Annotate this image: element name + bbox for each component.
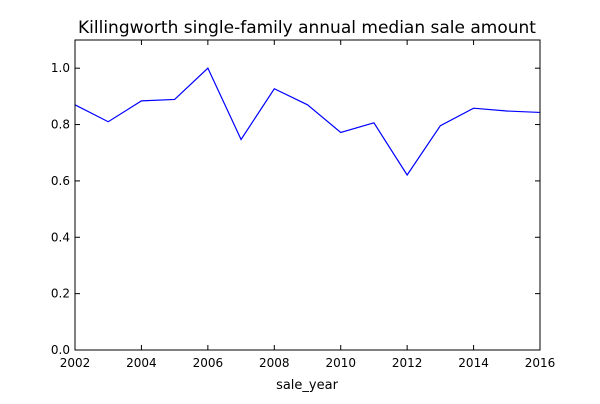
x-tick-label: 2004 <box>126 356 157 370</box>
y-tick-label: 1.0 <box>51 61 70 75</box>
y-tick-label: 0.6 <box>51 174 70 188</box>
x-tick-label: 2006 <box>193 356 224 370</box>
x-tick-label: 2014 <box>458 356 489 370</box>
series-line-0 <box>74 67 541 177</box>
x-tick-label: 2010 <box>325 356 356 370</box>
x-tick-label: 2012 <box>392 356 423 370</box>
y-tick-label: 0.4 <box>51 230 70 244</box>
plot-area <box>74 67 541 177</box>
y-tick-label: 0.2 <box>51 287 70 301</box>
x-tick-label: 2008 <box>259 356 290 370</box>
x-tick-label: 2016 <box>525 356 556 370</box>
x-tick-label: 2002 <box>60 356 91 370</box>
x-axis-label: sale_year <box>276 378 339 393</box>
chart-title: Killingworth single-family annual median… <box>78 18 536 38</box>
plot-frame <box>74 39 541 351</box>
y-tick-label: 0.8 <box>51 118 70 132</box>
y-tick-label: 0.0 <box>51 343 70 357</box>
axes: 2002 2004 2006 2008 2010 2012 2014 2016 0.0 0.2 0.… <box>51 39 556 370</box>
